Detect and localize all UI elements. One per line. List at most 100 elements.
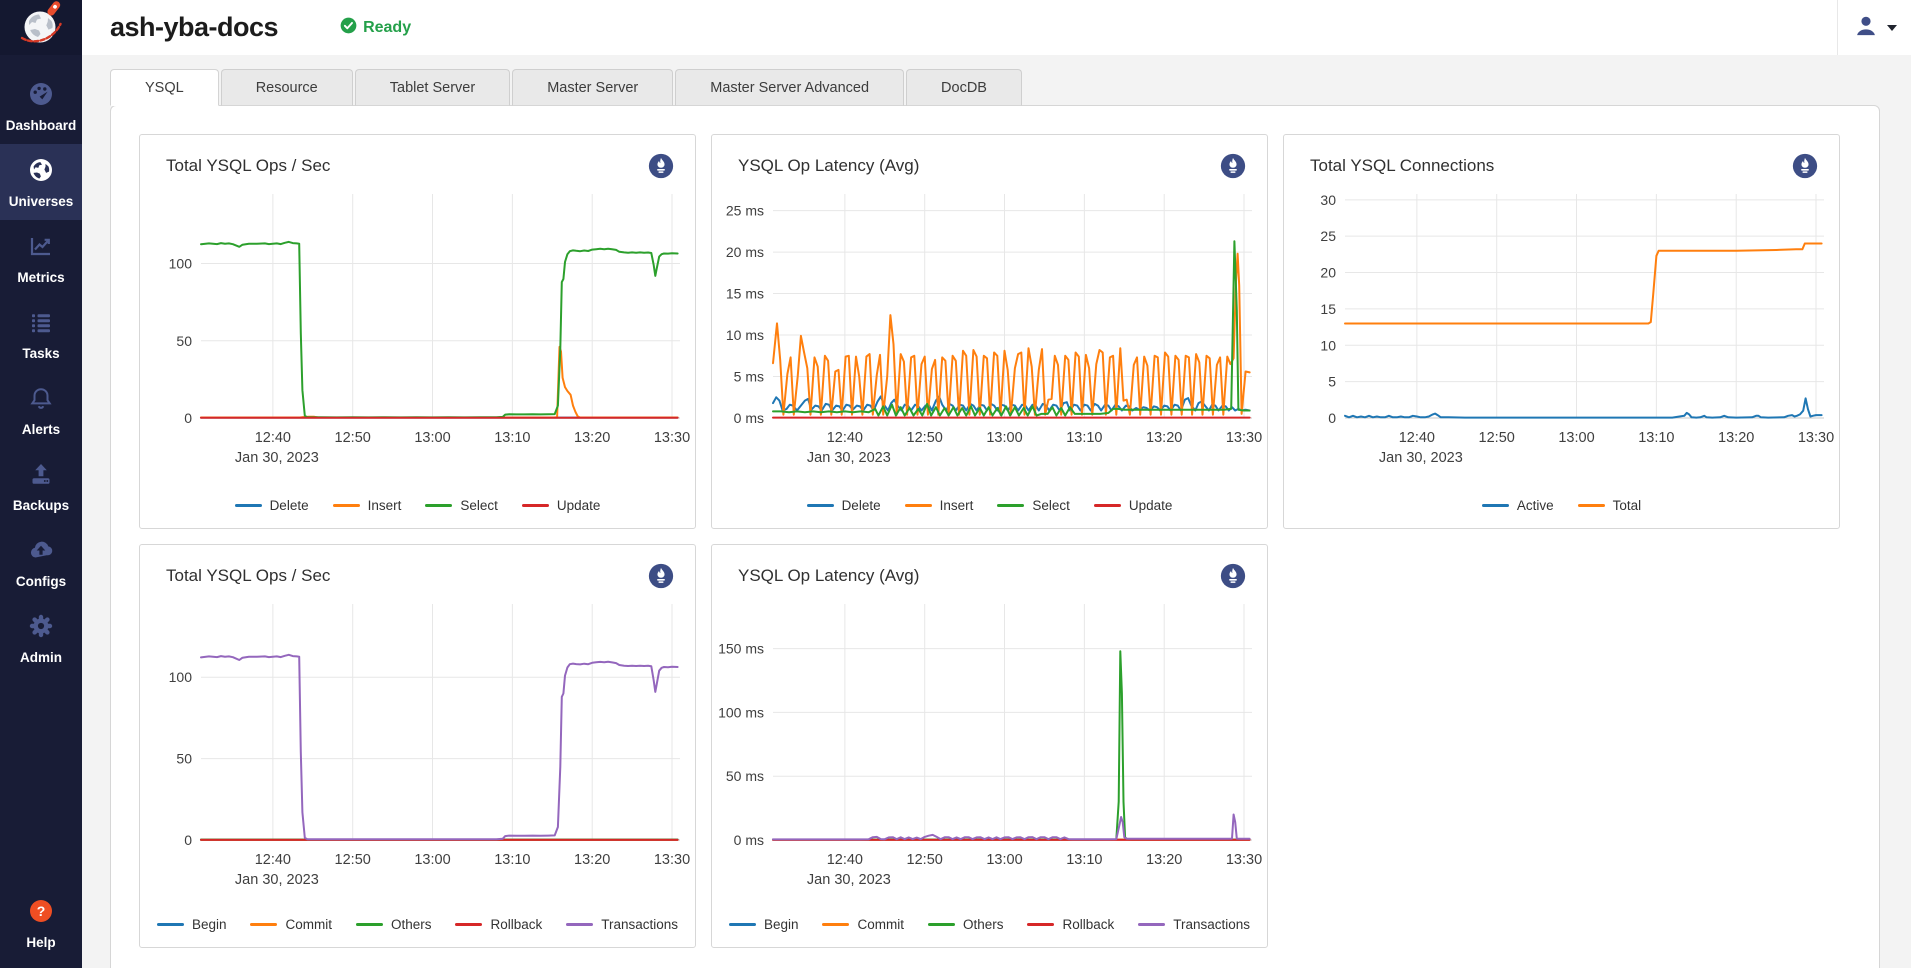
sidebar-item-label: Admin <box>20 650 62 665</box>
user-menu-button[interactable] <box>1837 0 1911 55</box>
chart-legend: Begin Commit Others Rollback Transactions <box>140 917 695 947</box>
y-tick-label: 25 ms <box>726 203 764 219</box>
status-badge: Ready <box>340 17 411 39</box>
chart-plot[interactable]: 05010012:4012:5013:0013:1013:2013:30Jan … <box>141 594 694 892</box>
metrics-panel: Total YSQL Ops / Sec 05010012:4012:5013:… <box>110 105 1880 968</box>
legend-item-select[interactable]: Select <box>997 498 1070 513</box>
legend-item-total[interactable]: Total <box>1578 498 1642 513</box>
legend-item-commit[interactable]: Commit <box>250 917 332 932</box>
legend-item-active[interactable]: Active <box>1482 498 1554 513</box>
sidebar: Dashboard Universes Metrics Tasks <box>0 0 82 968</box>
y-tick-label: 50 <box>176 333 192 349</box>
sidebar-item-label: Alerts <box>22 422 60 437</box>
x-tick-label: 12:40 <box>827 430 863 446</box>
legend-item-others[interactable]: Others <box>356 917 432 932</box>
x-tick-label: 13:30 <box>1226 430 1262 446</box>
legend-label: Transactions <box>1173 917 1250 932</box>
chart-card-header: Total YSQL Connections <box>1284 135 1839 182</box>
sidebar-item-universes[interactable]: Universes <box>0 144 82 220</box>
y-tick-label: 0 <box>184 410 192 426</box>
sidebar-item-label: Help <box>26 935 55 950</box>
tab-resource[interactable]: Resource <box>221 69 353 106</box>
tab-label: Tablet Server <box>390 80 475 96</box>
x-tick-label: 13:10 <box>494 430 530 446</box>
y-tick-label: 5 ms <box>734 369 764 385</box>
sidebar-item-tasks[interactable]: Tasks <box>0 296 82 372</box>
sidebar-item-configs[interactable]: Configs <box>0 524 82 600</box>
x-tick-label: 12:50 <box>907 852 943 868</box>
y-tick-label: 0 <box>1328 410 1336 426</box>
chart-card-ysql-op-latency: YSQL Op Latency (Avg) 0 ms5 ms10 ms15 ms… <box>711 134 1268 529</box>
yba-universe-metrics-page: Dashboard Universes Metrics Tasks <box>0 0 1911 968</box>
legend-item-delete[interactable]: Delete <box>807 498 881 513</box>
legend-item-insert[interactable]: Insert <box>333 498 402 513</box>
x-tick-label: 13:20 <box>1146 852 1182 868</box>
prometheus-icon[interactable] <box>647 562 675 590</box>
chevron-down-icon <box>1887 25 1897 31</box>
legend-item-insert[interactable]: Insert <box>905 498 974 513</box>
main-content: YSQL Resource Tablet Server Master Serve… <box>82 55 1911 968</box>
y-tick-label: 15 ms <box>726 286 764 302</box>
chart-plot[interactable]: 0 ms5 ms10 ms15 ms20 ms25 ms12:4012:5013… <box>713 184 1266 470</box>
chart-plot[interactable]: 0 ms50 ms100 ms150 ms12:4012:5013:0013:1… <box>713 594 1266 892</box>
chart-card-total-ysql-ops-transactions: Total YSQL Ops / Sec 05010012:4012:5013:… <box>139 544 696 948</box>
x-tick-label: 13:10 <box>1066 852 1102 868</box>
chart-plot[interactable]: 05010012:4012:5013:0013:1013:2013:30Jan … <box>141 184 694 470</box>
legend-swatch <box>425 504 452 507</box>
y-tick-label: 0 ms <box>734 832 764 848</box>
date-label: Jan 30, 2023 <box>235 450 319 466</box>
legend-item-delete[interactable]: Delete <box>235 498 309 513</box>
legend-item-begin[interactable]: Begin <box>729 917 799 932</box>
yugabyte-logo[interactable] <box>0 0 82 55</box>
tab-docdb[interactable]: DocDB <box>906 69 1022 106</box>
date-label: Jan 30, 2023 <box>807 872 891 888</box>
sidebar-item-label: Universes <box>9 194 74 209</box>
legend-item-commit[interactable]: Commit <box>822 917 904 932</box>
legend-label: Select <box>1032 498 1070 513</box>
legend-item-begin[interactable]: Begin <box>157 917 227 932</box>
sidebar-item-label: Metrics <box>17 270 64 285</box>
tab-master-server[interactable]: Master Server <box>512 69 673 106</box>
legend-swatch <box>1027 923 1054 926</box>
legend-swatch <box>250 923 277 926</box>
prometheus-icon[interactable] <box>1791 152 1819 180</box>
prometheus-icon[interactable] <box>1219 562 1247 590</box>
legend-item-transactions[interactable]: Transactions <box>1138 917 1250 932</box>
x-tick-label: 13:20 <box>574 852 610 868</box>
legend-item-update[interactable]: Update <box>1094 498 1173 513</box>
sidebar-item-admin[interactable]: Admin <box>0 600 82 676</box>
legend-swatch <box>822 923 849 926</box>
legend-item-select[interactable]: Select <box>425 498 498 513</box>
dashboard-gauge-icon <box>26 79 56 112</box>
cloud-upload-icon <box>26 535 56 568</box>
x-tick-label: 13:30 <box>1798 430 1834 446</box>
legend-swatch <box>1482 504 1509 507</box>
legend-item-rollback[interactable]: Rollback <box>455 917 542 932</box>
date-label: Jan 30, 2023 <box>807 450 891 466</box>
sidebar-item-metrics[interactable]: Metrics <box>0 220 82 296</box>
tab-tablet-server[interactable]: Tablet Server <box>355 69 510 106</box>
legend-item-transactions[interactable]: Transactions <box>566 917 678 932</box>
sidebar-item-help[interactable]: ? Help <box>0 888 82 958</box>
x-tick-label: 12:50 <box>335 852 371 868</box>
y-tick-label: 20 <box>1320 265 1336 281</box>
legend-label: Begin <box>764 917 799 932</box>
tab-master-server-advanced[interactable]: Master Server Advanced <box>675 69 904 106</box>
legend-item-others[interactable]: Others <box>928 917 1004 932</box>
x-tick-label: 13:30 <box>1226 852 1262 868</box>
prometheus-icon[interactable] <box>1219 152 1247 180</box>
sidebar-item-backups[interactable]: Backups <box>0 448 82 524</box>
x-tick-label: 12:50 <box>335 430 371 446</box>
tab-ysql[interactable]: YSQL <box>110 69 219 106</box>
chart-card-header: Total YSQL Ops / Sec <box>140 545 695 592</box>
prometheus-icon[interactable] <box>647 152 675 180</box>
chart-plot[interactable]: 05101520253012:4012:5013:0013:1013:2013:… <box>1285 184 1838 470</box>
x-tick-label: 12:40 <box>255 430 291 446</box>
legend-item-update[interactable]: Update <box>522 498 601 513</box>
chart-title: YSQL Op Latency (Avg) <box>738 152 919 176</box>
legend-swatch <box>905 504 932 507</box>
svg-text:?: ? <box>37 903 46 919</box>
sidebar-item-dashboard[interactable]: Dashboard <box>0 68 82 144</box>
legend-item-rollback[interactable]: Rollback <box>1027 917 1114 932</box>
sidebar-item-alerts[interactable]: Alerts <box>0 372 82 448</box>
